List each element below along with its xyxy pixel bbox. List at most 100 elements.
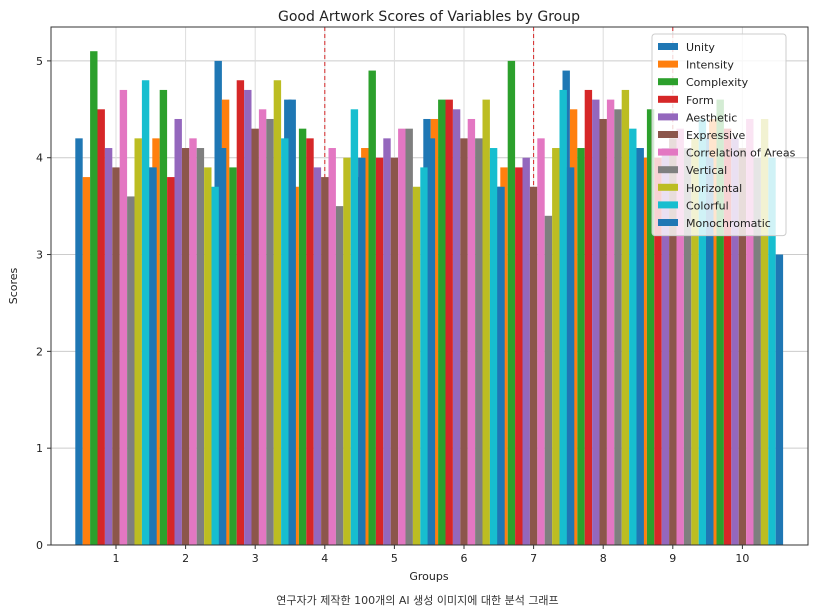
bar (606, 99, 615, 545)
x-tick-label: 6 (461, 552, 468, 565)
y-tick-label: 5 (36, 55, 43, 68)
legend-entry: Form (686, 94, 714, 107)
bar (552, 148, 560, 546)
bar (298, 128, 307, 545)
bar (738, 148, 747, 546)
bar (273, 80, 282, 546)
bar (676, 128, 684, 545)
bar (460, 138, 468, 545)
bar (266, 118, 274, 545)
x-tick-label: 7 (530, 552, 537, 565)
bar (229, 167, 237, 545)
x-tick-label: 2 (182, 552, 189, 565)
x-tick-label: 4 (321, 552, 328, 565)
bar (482, 99, 490, 545)
bar (174, 118, 182, 545)
legend-swatch (658, 95, 678, 103)
bar (438, 99, 446, 545)
x-tick-label: 9 (669, 552, 676, 565)
bar (427, 138, 436, 545)
bar (529, 186, 538, 545)
bar (646, 109, 655, 545)
bar (768, 157, 776, 546)
bar (661, 148, 670, 546)
bar (654, 157, 662, 546)
bar (515, 167, 523, 545)
bar (328, 148, 336, 546)
bar (683, 148, 692, 546)
bar (706, 157, 714, 546)
legend-entry: Expressive (686, 129, 746, 142)
bar (452, 109, 461, 545)
legend-swatch (658, 43, 678, 50)
bar (621, 89, 630, 546)
bar (497, 186, 505, 545)
x-tick-label: 3 (252, 552, 259, 565)
bar (629, 128, 637, 545)
legend-entry: Monochromatic (686, 217, 771, 230)
bar (599, 118, 607, 545)
bar (592, 99, 600, 545)
bar (75, 138, 83, 545)
bar (544, 215, 553, 545)
bar (614, 109, 622, 545)
bar (141, 80, 150, 546)
bar (566, 167, 575, 545)
bar (343, 157, 351, 546)
legend-swatch (658, 131, 678, 138)
y-tick-label: 0 (36, 539, 43, 552)
bar (420, 167, 428, 545)
bar (244, 89, 252, 546)
bar (522, 157, 530, 546)
bar (775, 254, 784, 545)
bar (281, 138, 289, 545)
x-axis-ticks: 1 2 3 4 5 6 7 8 9 10 (113, 545, 749, 565)
x-tick-label: 5 (391, 552, 398, 565)
legend-swatch (658, 113, 678, 121)
bar (119, 89, 128, 546)
legend-entry: Vertical (686, 164, 727, 177)
bar (390, 157, 399, 546)
y-axis-ticks: 0 1 2 3 4 5 (36, 55, 51, 552)
bar (288, 99, 296, 545)
bar (412, 186, 421, 545)
bar (306, 138, 314, 545)
bar (149, 167, 157, 545)
legend-swatch (658, 148, 678, 156)
bar (181, 148, 190, 546)
bar (375, 157, 384, 546)
bar (405, 128, 413, 545)
bar (746, 118, 754, 545)
x-tick-label: 10 (735, 552, 749, 565)
legend-swatch (658, 166, 678, 174)
bar (204, 167, 212, 545)
bar (577, 148, 585, 546)
bar (127, 196, 135, 545)
bar (90, 51, 98, 546)
bar (159, 89, 168, 546)
legend-entry: Unity (686, 41, 715, 54)
y-tick-label: 2 (36, 345, 43, 358)
legend-swatch (658, 219, 678, 226)
bar (189, 138, 197, 545)
legend-entry: Complexity (686, 76, 749, 89)
y-axis-label: Scores (7, 267, 20, 304)
y-tick-label: 1 (36, 442, 43, 455)
bar (383, 138, 391, 545)
bar (445, 99, 453, 545)
bar (507, 60, 516, 546)
bar (753, 157, 761, 546)
legend-entry: Intensity (686, 59, 734, 72)
bar (350, 109, 359, 545)
legend-entry: Horizontal (686, 182, 742, 195)
bar (368, 70, 376, 545)
bar (489, 148, 498, 546)
legend-swatch (658, 78, 678, 86)
legend-swatch (658, 60, 678, 68)
bar (313, 167, 322, 545)
bar (335, 206, 344, 545)
x-tick-label: 1 (113, 552, 120, 565)
figure-caption: 연구자가 제작한 100개의 AI 생성 이미지에 대한 분석 그래프 (276, 594, 559, 607)
legend-entry: Aesthetic (686, 111, 737, 124)
bar (104, 148, 113, 546)
